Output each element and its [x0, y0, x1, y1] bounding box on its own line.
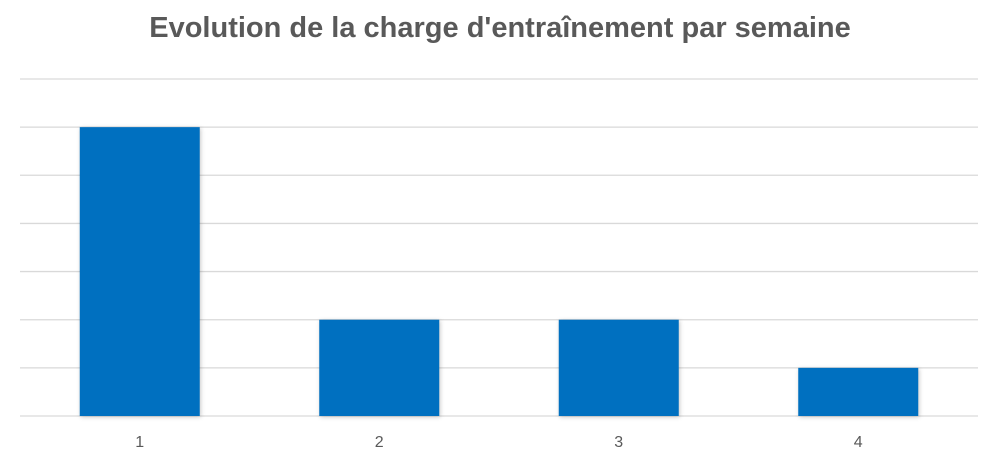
x-tick-label: 2	[375, 434, 384, 451]
bar-week-3	[558, 319, 679, 416]
x-tick-labels: 1 2 3 4	[135, 434, 863, 451]
bar-week-1	[79, 127, 200, 417]
bar-week-2	[319, 319, 440, 416]
bar-week-4	[798, 367, 919, 416]
chart-title: Evolution de la charge d'entraînement pa…	[149, 12, 851, 44]
x-tick-label: 1	[135, 434, 144, 451]
bars	[79, 127, 919, 417]
x-tick-label: 4	[854, 434, 863, 451]
x-tick-label: 3	[614, 434, 623, 451]
